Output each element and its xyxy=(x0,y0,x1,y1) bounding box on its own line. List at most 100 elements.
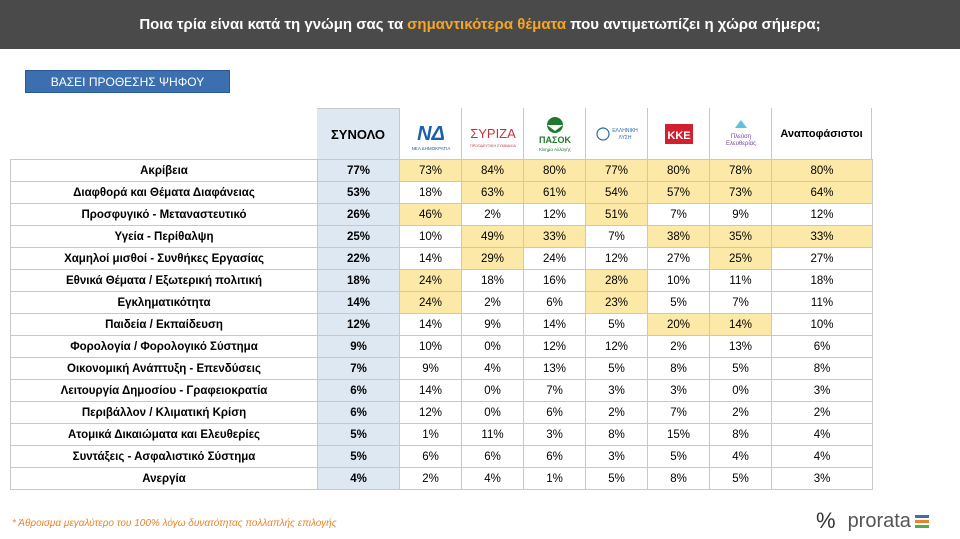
party-value: 73% xyxy=(399,159,462,182)
total-value: 6% xyxy=(317,401,400,424)
undecided-value: 33% xyxy=(771,225,873,248)
elliniki-lysi-logo-icon: ΕΛΛΗΝΙΚΗ ΛΥΣΗ xyxy=(595,127,638,141)
table-row: Φορολογία / Φορολογικό Σύστημα 9% 10% 0% 12%… xyxy=(10,335,873,358)
column-headers: ΣΥΝΟΛΟ ΝΔ ΝΕΑ ΔΗΜΟΚΡΑΤΙΑ ΣΥΡΙΖΑ ΠΡΟΟΔΕΥΤ… xyxy=(317,108,872,160)
svg-text:ΕΛΛΗΝΙΚΗ: ΕΛΛΗΝΙΚΗ xyxy=(612,128,638,134)
total-value: 7% xyxy=(317,357,400,380)
party-value: 9% xyxy=(399,357,462,380)
party-value: 10% xyxy=(399,335,462,358)
undecided-value: 4% xyxy=(771,445,873,468)
party-value: 46% xyxy=(399,203,462,226)
title-highlight: σημαντικότερα θέματα xyxy=(407,16,567,33)
title-pre: Ποια τρία είναι κατά τη γνώμη σας τα xyxy=(139,16,404,33)
party-value: 78% xyxy=(709,159,772,182)
party-value: 24% xyxy=(399,269,462,292)
party-value: 18% xyxy=(461,269,524,292)
party-value: 2% xyxy=(709,401,772,424)
party-value: 3% xyxy=(585,379,648,402)
table-row: Οικονομική Ανάπτυξη - Επενδύσεις 7% 9% 4% 13… xyxy=(10,357,873,380)
kke-logo-icon: ΚΚΕ xyxy=(664,124,693,144)
party-value: 29% xyxy=(461,247,524,270)
party-value: 3% xyxy=(585,445,648,468)
total-value: 77% xyxy=(317,159,400,182)
party-value: 9% xyxy=(709,203,772,226)
total-value: 25% xyxy=(317,225,400,248)
party-value: 7% xyxy=(709,291,772,314)
total-value: 14% xyxy=(317,291,400,314)
party-value: 0% xyxy=(461,335,524,358)
party-value: 23% xyxy=(585,291,648,314)
party-value: 61% xyxy=(523,181,586,204)
svg-text:Κίνημα Αλλαγής: Κίνημα Αλλαγής xyxy=(539,146,572,152)
issue-label: Συντάξεις - Ασφαλιστικό Σύστημα xyxy=(10,445,318,468)
undecided-value: 2% xyxy=(771,401,873,424)
plefsi-logo-icon: Πλεύση Ελευθερίας xyxy=(725,120,756,147)
table-row: Ατομικά Δικαιώματα και Ελευθερίες 5% 1% 11%… xyxy=(10,423,873,446)
kke-logo: ΚΚΕ xyxy=(647,108,709,160)
party-value: 49% xyxy=(461,225,524,248)
party-value: 8% xyxy=(709,423,772,446)
party-value: 0% xyxy=(461,379,524,402)
table-row: Συντάξεις - Ασφαλιστικό Σύστημα 5% 6% 6% 6% 3… xyxy=(10,445,873,468)
syriza-logo-icon: ΣΥΡΙΖΑ ΠΡΟΟΔΕΥΤΙΚΗ ΣΥΜΜΑΧΙΑ xyxy=(470,126,516,148)
party-value: 84% xyxy=(461,159,524,182)
party-value: 7% xyxy=(647,203,710,226)
party-value: 38% xyxy=(647,225,710,248)
svg-text:Ελευθερίας: Ελευθερίας xyxy=(725,141,755,147)
party-value: 2% xyxy=(461,291,524,314)
party-value: 80% xyxy=(523,159,586,182)
party-value: 0% xyxy=(709,379,772,402)
party-value: 73% xyxy=(709,181,772,204)
undecided-value: 11% xyxy=(771,291,873,314)
table-row: Προσφυγικό - Μεταναστευτικό 26% 46% 2% 12% 51… xyxy=(10,203,873,226)
syriza-logo: ΣΥΡΙΖΑ ΠΡΟΟΔΕΥΤΙΚΗ ΣΥΜΜΑΧΙΑ xyxy=(461,108,523,160)
party-value: 2% xyxy=(647,335,710,358)
party-value: 6% xyxy=(399,445,462,468)
svg-text:ΠΑΣΟΚ: ΠΑΣΟΚ xyxy=(539,135,571,145)
party-value: 13% xyxy=(523,357,586,380)
undecided-value: 12% xyxy=(771,203,873,226)
party-value: 5% xyxy=(647,291,710,314)
party-value: 4% xyxy=(461,357,524,380)
party-value: 14% xyxy=(399,379,462,402)
party-value: 20% xyxy=(647,313,710,336)
total-value: 12% xyxy=(317,313,400,336)
party-value: 54% xyxy=(585,181,648,204)
plefsi-logo: Πλεύση Ελευθερίας xyxy=(709,108,771,160)
issue-label: Εθνικά Θέματα / Εξωτερική πολιτική xyxy=(10,269,318,292)
table-row: Περιβάλλον / Κλιματική Κρίση 6% 12% 0% 6% 2% 7… xyxy=(10,401,873,424)
party-value: 6% xyxy=(523,291,586,314)
table-row: Λειτουργία Δημοσίου - Γραφειοκρατία 6% 14%… xyxy=(10,379,873,402)
party-value: 5% xyxy=(647,445,710,468)
party-value: 14% xyxy=(399,313,462,336)
nd-logo: ΝΔ ΝΕΑ ΔΗΜΟΚΡΑΤΙΑ xyxy=(399,108,461,160)
party-value: 5% xyxy=(585,357,648,380)
prorata-brand: % prorata xyxy=(816,508,929,534)
party-value: 5% xyxy=(585,313,648,336)
undecided-value: 3% xyxy=(771,379,873,402)
party-value: 77% xyxy=(585,159,648,182)
party-value: 11% xyxy=(709,269,772,292)
table-row: Εθνικά Θέματα / Εξωτερική πολιτική 18% 24%… xyxy=(10,269,873,292)
title-post: που αντιμετωπίζει η χώρα σήμερα; xyxy=(570,16,821,33)
party-value: 1% xyxy=(399,423,462,446)
issue-label: Φορολογία / Φορολογικό Σύστημα xyxy=(10,335,318,358)
party-value: 8% xyxy=(647,357,710,380)
svg-text:ΚΚΕ: ΚΚΕ xyxy=(667,130,690,142)
party-value: 51% xyxy=(585,203,648,226)
party-value: 14% xyxy=(399,247,462,270)
party-value: 5% xyxy=(709,467,772,490)
party-value: 18% xyxy=(399,181,462,204)
party-value: 12% xyxy=(399,401,462,424)
svg-text:ΝΔ: ΝΔ xyxy=(417,123,445,145)
party-value: 7% xyxy=(647,401,710,424)
party-value: 35% xyxy=(709,225,772,248)
party-value: 6% xyxy=(523,445,586,468)
party-value: 8% xyxy=(585,423,648,446)
party-value: 4% xyxy=(709,445,772,468)
party-value: 9% xyxy=(461,313,524,336)
party-value: 4% xyxy=(461,467,524,490)
issue-label: Οικονομική Ανάπτυξη - Επενδύσεις xyxy=(10,357,318,380)
party-value: 5% xyxy=(585,467,648,490)
party-value: 7% xyxy=(523,379,586,402)
